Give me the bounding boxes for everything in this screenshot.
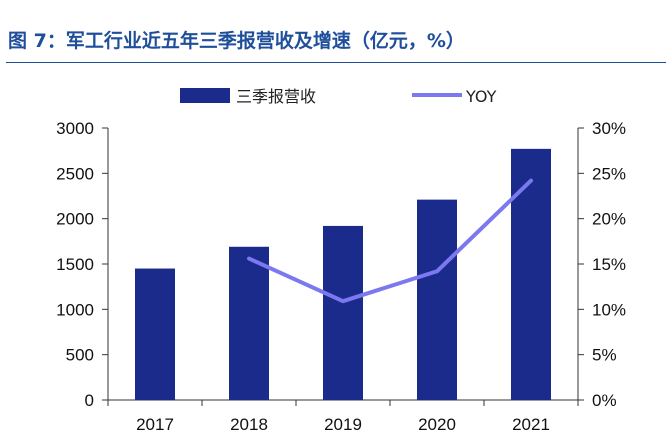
x-tick-label: 2018 [230, 415, 268, 434]
y-left-tick-label: 500 [66, 346, 94, 365]
y-right-tick-label: 30% [592, 119, 626, 138]
y-right-tick-label: 10% [592, 300, 626, 319]
y-right-tick-label: 25% [592, 164, 626, 183]
y-left-tick-label: 3000 [56, 119, 94, 138]
y-right-tick-label: 0% [592, 391, 617, 410]
legend-swatch-revenue [180, 88, 230, 103]
legend-label-yoy: YOY [465, 87, 497, 106]
bar [323, 225, 363, 400]
y-right-tick-label: 5% [592, 346, 617, 365]
title-rule [6, 62, 666, 63]
y-left-tick-label: 1000 [56, 300, 94, 319]
figure-title: 图 7：军工行业近五年三季报营收及增速（亿元，%） [8, 30, 465, 52]
y-left-tick-label: 1500 [56, 255, 94, 274]
legend-label-revenue: 三季报营收 [236, 87, 316, 106]
axes: 0 500 1000 1500 2000 2500 3000 0% 5% 10% 15% 20% 25%… [56, 119, 626, 434]
y-right-tick-label: 15% [592, 255, 626, 274]
bar [135, 268, 175, 400]
y-left-tick-label: 2000 [56, 210, 94, 229]
x-tick-label: 2017 [136, 415, 174, 434]
y-right-tick-label: 20% [592, 210, 626, 229]
legend: 三季报营收 YOY [180, 87, 497, 106]
x-tick-label: 2021 [512, 415, 550, 434]
yoy-line [247, 178, 533, 304]
bar [417, 199, 457, 400]
x-tick-label: 2020 [418, 415, 456, 434]
bar-series [135, 148, 551, 400]
y-left-tick-label: 0 [85, 391, 94, 410]
line-series [247, 178, 533, 304]
y-left-tick-label: 2500 [56, 164, 94, 183]
bar [511, 148, 551, 400]
bar [229, 246, 269, 400]
x-tick-label: 2019 [324, 415, 362, 434]
